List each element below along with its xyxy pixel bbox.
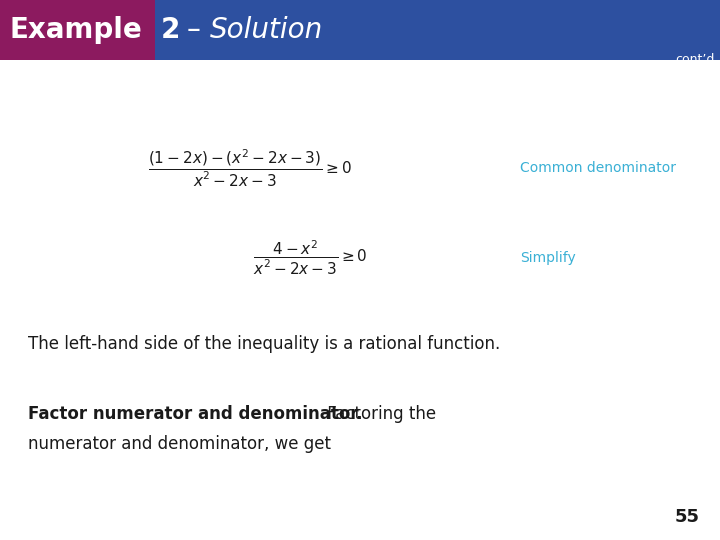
Text: $\dfrac{4-x^2}{x^2-2x-3} \geq 0$: $\dfrac{4-x^2}{x^2-2x-3} \geq 0$ <box>253 239 367 277</box>
Text: Solution: Solution <box>210 16 323 44</box>
Text: –: – <box>186 16 200 44</box>
Text: 2: 2 <box>161 16 180 44</box>
Text: Example: Example <box>9 16 142 44</box>
Text: Factor numerator and denominator.: Factor numerator and denominator. <box>28 405 363 423</box>
Bar <box>0 0 720 60</box>
Text: Factoring the: Factoring the <box>322 405 436 423</box>
Bar <box>0 0 155 60</box>
Text: 55: 55 <box>675 508 700 526</box>
Text: Common denominator: Common denominator <box>520 161 676 175</box>
Text: Simplify: Simplify <box>520 251 576 265</box>
Text: numerator and denominator, we get: numerator and denominator, we get <box>28 435 331 453</box>
Text: cont’d: cont’d <box>675 53 714 66</box>
Text: The left-hand side of the inequality is a rational function.: The left-hand side of the inequality is … <box>28 335 500 353</box>
Text: $\dfrac{(1-2x)-(x^2-2x-3)}{x^2-2x-3} \geq 0$: $\dfrac{(1-2x)-(x^2-2x-3)}{x^2-2x-3} \ge… <box>148 147 352 188</box>
